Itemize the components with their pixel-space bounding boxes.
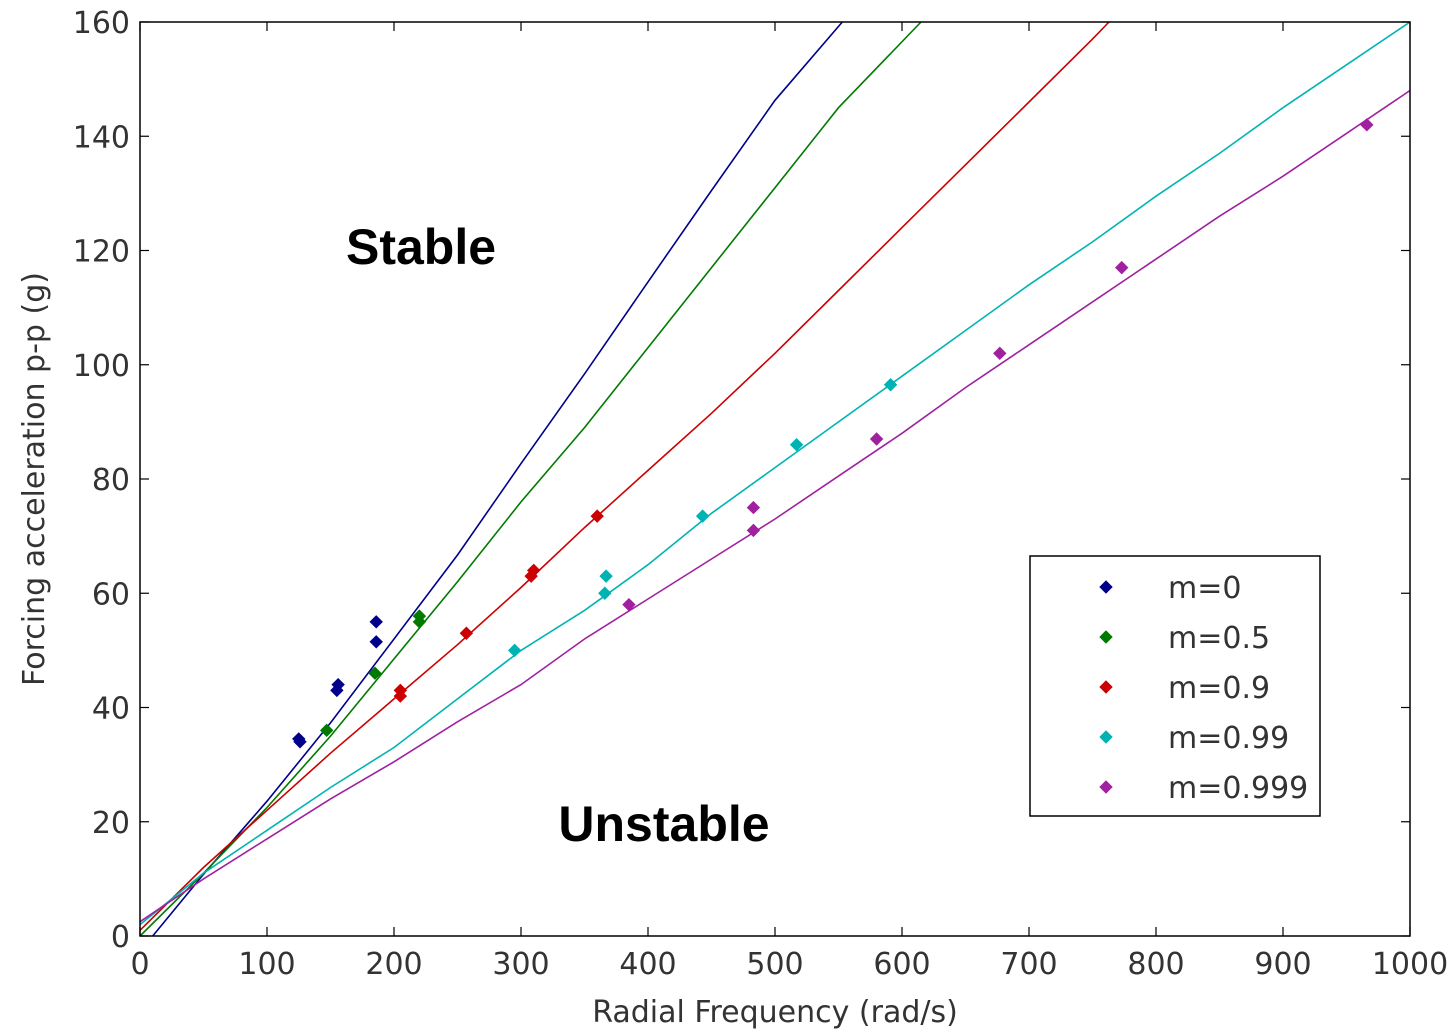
series-group <box>139 89 1411 923</box>
x-tick-label: 1000 <box>1372 947 1448 982</box>
data-point <box>319 723 334 738</box>
data-point <box>412 609 427 623</box>
y-axis-title: Forcing acceleration p-p (g) <box>17 272 52 686</box>
legend-marker <box>1099 630 1113 644</box>
data-point <box>393 683 408 698</box>
data-point <box>598 586 612 600</box>
data-point <box>993 346 1007 361</box>
stable-annotation: Stable <box>346 219 496 275</box>
series-group <box>152 21 843 937</box>
fit-line <box>139 21 922 937</box>
legend-label: m=0.99 <box>1168 721 1289 756</box>
y-tick-label: 140 <box>73 120 130 155</box>
series-group <box>139 21 1411 926</box>
y-tick-label: 100 <box>73 349 130 384</box>
legend-marker <box>1099 680 1113 694</box>
legend-label: m=0.5 <box>1168 621 1270 656</box>
y-tick-label: 20 <box>92 806 130 841</box>
data-point <box>369 635 383 649</box>
x-tick-label: 400 <box>619 947 676 982</box>
y-tick-label: 0 <box>111 920 130 955</box>
legend-marker <box>1099 730 1113 744</box>
ticks-layer: 0 100 200 300 400 500 600 700 800 900 1000 0 20 40 60 8… <box>73 6 1448 982</box>
x-axis-title: Radial Frequency (rad/s) <box>592 995 958 1030</box>
series-group <box>139 21 1110 931</box>
data-point <box>369 615 383 629</box>
x-tick-label: 0 <box>130 947 149 982</box>
x-tick-label: 700 <box>1000 947 1057 982</box>
unstable-annotation: Unstable <box>558 796 769 852</box>
x-tick-label: 100 <box>238 947 295 982</box>
y-tick-label: 40 <box>92 692 130 727</box>
legend-box <box>1029 555 1321 817</box>
data-point <box>599 569 613 583</box>
fit-line <box>139 89 1411 923</box>
fit-line <box>152 21 843 937</box>
data-point <box>622 597 636 612</box>
y-tick-label: 80 <box>92 463 130 498</box>
y-tick-label: 60 <box>92 577 130 612</box>
data-point <box>789 438 804 452</box>
series-group <box>139 21 922 937</box>
data-point <box>293 735 307 749</box>
x-tick-label: 800 <box>1127 947 1184 982</box>
legend-marker <box>1099 580 1113 594</box>
series-layer <box>139 21 1411 937</box>
data-point <box>746 523 761 538</box>
x-tick-label: 500 <box>746 947 803 982</box>
legend-marker <box>1099 780 1113 794</box>
legend-label: m=0.999 <box>1168 771 1308 806</box>
data-point <box>526 563 541 578</box>
legend-items: m=0 m=0.5 m=0.9 m=0.99 m=0.999 <box>1099 571 1308 806</box>
legend-label: m=0.9 <box>1168 671 1270 706</box>
data-point <box>1360 118 1374 132</box>
x-tick-label: 200 <box>365 947 422 982</box>
data-point <box>869 432 884 446</box>
data-point <box>507 643 522 658</box>
legend-label: m=0 <box>1168 571 1241 606</box>
data-point <box>1115 260 1129 275</box>
data-point <box>746 500 761 515</box>
x-tick-label: 600 <box>873 947 930 982</box>
y-tick-label: 120 <box>73 235 130 270</box>
x-tick-label: 900 <box>1254 947 1311 982</box>
data-point <box>459 626 474 640</box>
data-point <box>695 509 710 523</box>
data-point <box>590 509 604 523</box>
data-point <box>331 677 345 692</box>
fit-line <box>139 21 1110 931</box>
data-point <box>883 378 898 392</box>
fit-line <box>139 21 1411 926</box>
legend: m=0 m=0.5 m=0.9 m=0.99 m=0.999 <box>1029 555 1321 817</box>
data-point <box>368 666 382 680</box>
y-tick-label: 160 <box>73 6 130 41</box>
x-tick-label: 300 <box>492 947 549 982</box>
